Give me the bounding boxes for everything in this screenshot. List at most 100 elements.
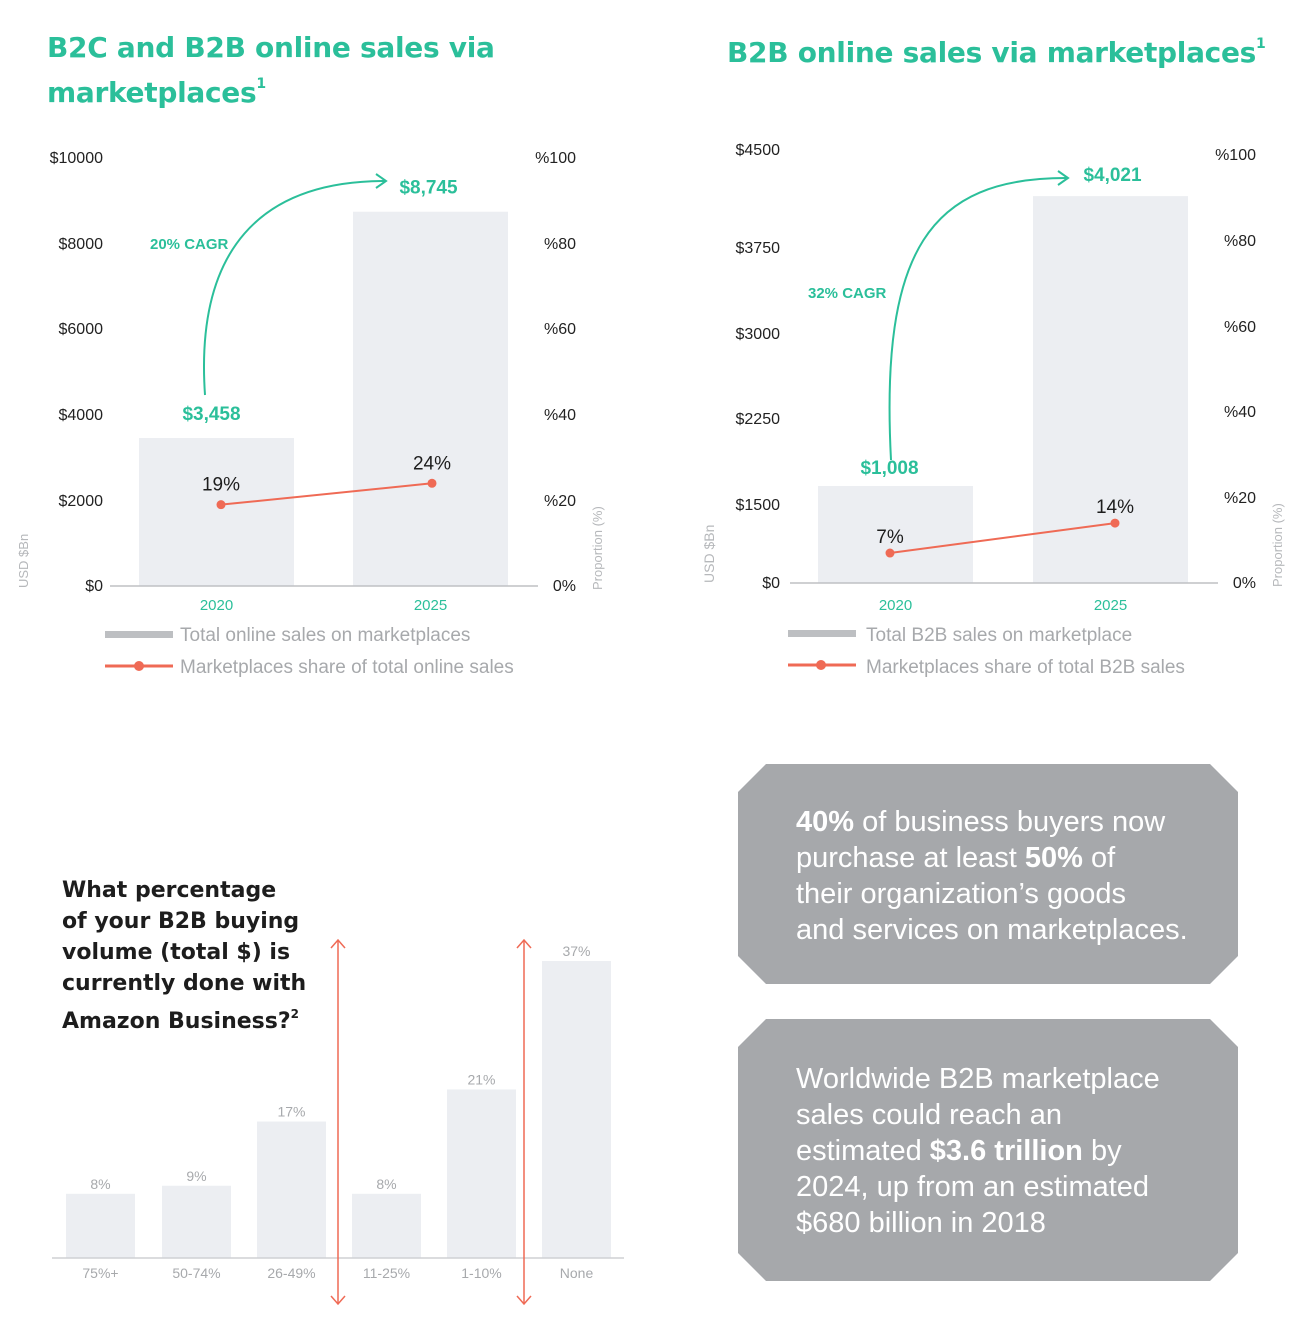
callout2-line3-pre: estimated [796, 1135, 930, 1167]
y-tick-label: $6000 [59, 321, 104, 338]
x-tick-label: 2020 [879, 597, 912, 614]
survey-bar-11-25% [352, 1193, 421, 1258]
y-tick-label: $0 [762, 575, 780, 592]
callout-buyers-stat: 40% of business buyers now purchase at l… [738, 764, 1238, 984]
survey-bar-value: 37% [562, 943, 590, 959]
chart1-y2-axis-title: Proportion (%) [590, 506, 605, 590]
survey-x-tick-label: None [560, 1265, 594, 1281]
x-tick-label: 2020 [200, 597, 233, 614]
callout1-bold-50: 50% [1024, 842, 1083, 874]
chart1-bars: $3,458 2020 $8,745 2025 [139, 178, 508, 614]
callout2-line5: $680 billion in 2018 [796, 1207, 1046, 1239]
survey-x-tick-label: 75%+ [82, 1265, 118, 1281]
chart1-title: B2C and B2B online sales via marketplace… [47, 29, 567, 111]
y-tick-label: $3000 [736, 326, 781, 343]
x-tick-label: 2025 [1094, 597, 1127, 614]
survey-bar-75%+ [66, 1193, 135, 1258]
survey-bar-None [542, 961, 611, 1258]
chart1-y2-ticks: 0% %20 %40 %60 %80 %100 [535, 150, 576, 595]
y-tick-label: $0 [85, 578, 103, 595]
y2-tick-label: %60 [1224, 319, 1256, 336]
y-tick-label: $2250 [736, 411, 781, 428]
chart2-share-line: 7% 14% [876, 497, 1134, 558]
chart2-cagr-label: 32% CAGR [808, 285, 887, 302]
survey-bar-26-49% [257, 1121, 326, 1258]
y-tick-label: $4500 [736, 142, 781, 159]
y2-tick-label: 0% [1233, 575, 1256, 592]
y-tick-label: $4000 [59, 407, 104, 424]
chart2-y-axis-title: USD $Bn [701, 525, 717, 583]
chart2-cagr-arrow [888, 177, 1067, 461]
chart2-combo-chart: $0 $1500 $2250 $3000 $3750 $4500 0% %20 %40 %60%… [701, 142, 1285, 678]
chart2-title-footnote: 1 [1256, 36, 1266, 52]
question-title-line3: volume (total $) is [62, 940, 291, 965]
y2-tick-label: %20 [1224, 490, 1256, 507]
question-title-line4: currently done with [62, 971, 307, 996]
share-point [216, 500, 226, 510]
share-point-label: 14% [1096, 497, 1134, 518]
question-title-line5: Amazon Business? [62, 1009, 291, 1034]
chart1-title-footnote: 1 [256, 76, 266, 92]
bar-value-label: $3,458 [182, 404, 240, 425]
chart2-legend-line-label: Marketplaces share of total B2B sales [866, 657, 1185, 678]
survey-bar-50-74% [162, 1185, 231, 1258]
chart1-title-text: B2C and B2B online sales via marketplace… [47, 31, 495, 109]
question-title-line2: of your B2B buying [62, 909, 300, 934]
y2-tick-label: %40 [1224, 404, 1256, 421]
callout-worldwide-stat: Worldwide B2B marketplace sales could re… [738, 1019, 1238, 1281]
question-title-footnote: 2 [290, 1007, 299, 1021]
callout2-line2: sales could reach an [796, 1099, 1062, 1131]
chart3-divider-arrow-right [516, 938, 532, 1306]
chart1-share-line: 19% 24% [202, 453, 451, 510]
survey-x-tick-label: 50-74% [172, 1265, 220, 1281]
chart2-legend-bar-swatch [788, 630, 856, 637]
y2-tick-label: %80 [1224, 233, 1256, 250]
bar-value-label: $8,745 [399, 178, 458, 199]
callout1-line3: their organization’s goods [796, 878, 1126, 910]
survey-x-tick-label: 26-49% [267, 1265, 315, 1281]
x-tick-label: 2025 [414, 597, 447, 614]
chart1-legend-bar-label: Total online sales on marketplaces [180, 625, 470, 646]
chart1-legend-line-marker [134, 661, 144, 671]
chart2-title: B2B online sales via marketplaces1 [727, 26, 1287, 71]
bar-value-label: $1,008 [860, 458, 918, 479]
share-point-label: 7% [876, 527, 904, 548]
question-title-line1: What percentage [62, 878, 277, 903]
chart1-cagr-arrow [203, 180, 386, 396]
y2-tick-label: %40 [544, 407, 576, 424]
bar-value-label: $4,021 [1083, 165, 1142, 186]
y2-tick-label: %100 [535, 150, 576, 167]
chart2-legend-bar-label: Total B2B sales on marketplace [866, 625, 1132, 646]
survey-x-tick-label: 11-25% [363, 1265, 410, 1281]
y2-tick-label: %20 [544, 493, 576, 510]
callout2-bold-trillion: $3.6 trillion [929, 1135, 1083, 1167]
chart1-cagr-label: 20% CAGR [150, 236, 229, 253]
chart2-bars: $1,008 2020 $4,021 2025 [818, 165, 1188, 614]
y2-tick-label: 0% [553, 578, 576, 595]
survey-bar-value: 21% [467, 1071, 495, 1087]
question-title: What percentage of your B2B buying volum… [62, 875, 332, 1037]
chart1-combo-chart: $0 $2000 $4000 $6000 $8000 $10000 0% %20 %40 %60… [16, 150, 605, 678]
callout1-line2-post: of [1082, 842, 1116, 874]
chart1-y-axis-title: USD $Bn [16, 534, 31, 588]
survey-bar-value: 8% [376, 1176, 396, 1192]
y-tick-label: $8000 [59, 236, 104, 253]
y2-tick-label: %100 [1215, 147, 1256, 164]
chart2-title-text: B2B online sales via marketplaces [727, 36, 1257, 69]
bar-2020 [818, 486, 973, 583]
share-point-label: 24% [413, 453, 451, 474]
share-point-label: 19% [202, 475, 240, 496]
chart1-cagr-arrowhead [375, 173, 388, 189]
chart2-cagr-arrowhead [1057, 170, 1070, 186]
survey-bar-value: 8% [90, 1176, 110, 1192]
share-point [427, 478, 437, 488]
chart2-y2-ticks: 0% %20 %40 %60 %80 %100 [1215, 147, 1256, 592]
chart2-legend-line-marker [816, 660, 826, 670]
bar-2025 [353, 211, 508, 587]
callout1-bold-40: 40% [796, 806, 855, 838]
y2-tick-label: %80 [544, 236, 576, 253]
callout2-line4: 2024, up from an estimated [796, 1171, 1150, 1203]
y-tick-label: $3750 [736, 240, 781, 257]
bar-2020 [139, 437, 294, 586]
chart3-survey-bar-chart: 8% 75%+ 9% 50-74% 17% 26-49% 8% 11-25% 21% 1-10% 3… [52, 938, 624, 1306]
